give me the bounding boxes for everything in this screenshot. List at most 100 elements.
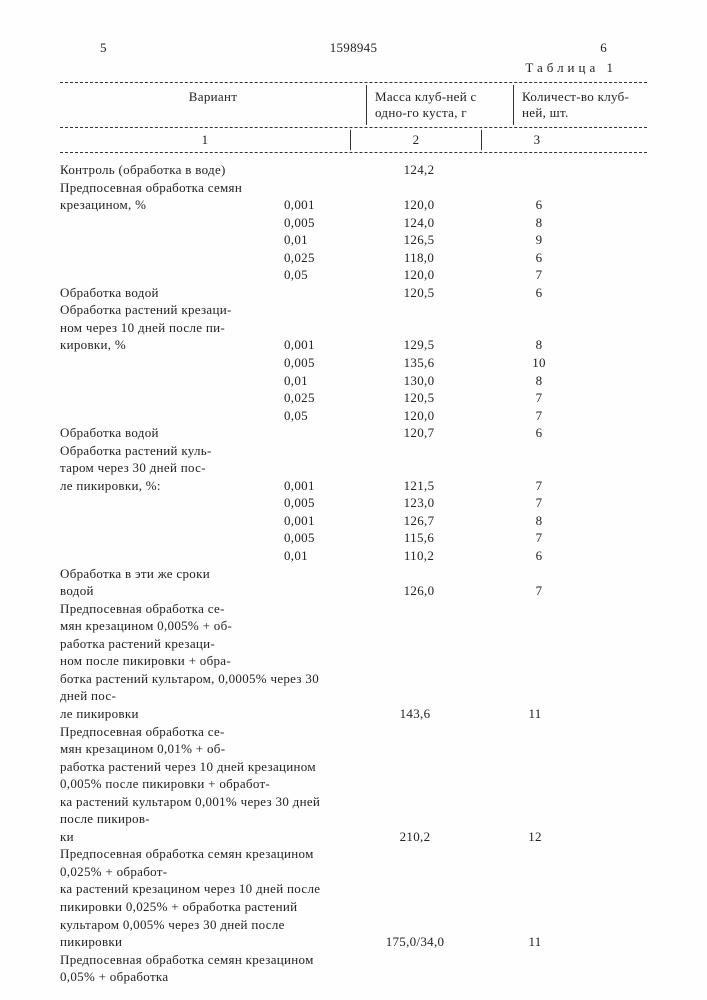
cell-desc — [60, 354, 284, 372]
table-caption: Таблица 1 — [60, 60, 617, 76]
cell-conc: 0,01 — [284, 231, 354, 249]
table-row: 0,05120,07 — [60, 407, 647, 425]
cell-conc: 0,025 — [284, 249, 354, 267]
cell-mass — [354, 179, 484, 197]
cell-qty — [484, 301, 594, 319]
cell-mass: 121,5 — [354, 477, 484, 495]
cell-desc — [60, 249, 284, 267]
cell-conc: 0,005 — [284, 494, 354, 512]
table-row: крезацином, %0,001120,06 — [60, 196, 647, 214]
cell-desc: ном через 10 дней после пи- — [60, 319, 284, 337]
table-row: 0,025118,06 — [60, 249, 647, 267]
cell-mass — [354, 442, 484, 460]
table-row: ном через 10 дней после пи- — [60, 319, 647, 337]
table-row: Предпосевная обработка се-мян крезацином… — [60, 723, 647, 846]
cell-qty — [480, 951, 590, 986]
cell-desc: Предпосевная обработка се-мян крезацином… — [60, 723, 350, 846]
cell-mass: 110,2 — [354, 547, 484, 565]
cell-mass — [354, 565, 484, 583]
table-row: Предпосевная обработка семян крезацином … — [60, 951, 647, 986]
cell-qty — [484, 319, 594, 337]
cell-conc: 0,01 — [284, 547, 354, 565]
cell-desc — [60, 372, 284, 390]
cell-desc — [60, 389, 284, 407]
cell-qty: 7 — [484, 477, 594, 495]
table-row: Обработка водой120,76 — [60, 424, 647, 442]
colnum-2: 2 — [351, 130, 482, 150]
cell-conc: 0,001 — [284, 477, 354, 495]
cell-conc — [284, 424, 354, 442]
table-row: 0,01126,59 — [60, 231, 647, 249]
colnum-3: 3 — [482, 130, 592, 150]
cell-conc — [284, 301, 354, 319]
cell-qty: 9 — [484, 231, 594, 249]
cell-conc: 0,005 — [284, 214, 354, 232]
cell-desc — [60, 547, 284, 565]
cell-conc: 0,001 — [284, 196, 354, 214]
cell-qty: 7 — [484, 407, 594, 425]
cell-qty: 11 — [480, 600, 590, 723]
cell-mass: 143,6 — [350, 600, 480, 723]
cell-conc — [284, 442, 354, 460]
cell-qty: 6 — [484, 284, 594, 302]
cell-qty: 6 — [484, 424, 594, 442]
cell-mass: 120,7 — [354, 424, 484, 442]
colnum-1: 1 — [60, 130, 351, 150]
table-row: Обработка в эти же сроки — [60, 565, 647, 583]
cell-conc — [284, 319, 354, 337]
cell-conc: 0,005 — [284, 529, 354, 547]
cell-conc — [284, 582, 354, 600]
cell-desc: крезацином, % — [60, 196, 284, 214]
table-row: 0,005123,07 — [60, 494, 647, 512]
table-row: таром через 30 дней пос- — [60, 459, 647, 477]
cell-mass: 124,2 — [354, 161, 484, 179]
table-row: ле пикировки, %:0,001121,57 — [60, 477, 647, 495]
cell-qty: 8 — [484, 336, 594, 354]
cell-mass: 118,0 — [354, 249, 484, 267]
cell-qty: 7 — [484, 529, 594, 547]
cell-mass: 175,0/34,0 — [350, 845, 480, 950]
cell-mass: 135,6 — [354, 354, 484, 372]
cell-conc — [284, 459, 354, 477]
cell-desc — [60, 231, 284, 249]
cell-mass — [350, 951, 480, 986]
cell-mass: 129,5 — [354, 336, 484, 354]
cell-qty: 8 — [484, 214, 594, 232]
cell-qty: 6 — [484, 249, 594, 267]
table-row: 0,005135,610 — [60, 354, 647, 372]
cell-qty — [484, 459, 594, 477]
cell-qty — [484, 161, 594, 179]
cell-desc: Предпосевная обработка семян — [60, 179, 284, 197]
cell-desc — [60, 407, 284, 425]
cell-desc: Предпосевная обработка семян крезацином … — [60, 951, 350, 986]
cell-mass: 210,2 — [350, 723, 480, 846]
cell-qty: 7 — [484, 389, 594, 407]
cell-mass — [354, 459, 484, 477]
table-row: Предпосевная обработка се-мян крезацином… — [60, 600, 647, 723]
table-row: 0,01130,08 — [60, 372, 647, 390]
cell-qty: 6 — [484, 547, 594, 565]
table-row: Обработка растений куль- — [60, 442, 647, 460]
cell-desc: Обработка растений крезаци- — [60, 301, 284, 319]
divider — [60, 127, 647, 128]
cell-conc — [284, 284, 354, 302]
cell-qty: 11 — [480, 845, 590, 950]
table-row: 0,001126,78 — [60, 512, 647, 530]
page-right-num: 6 — [600, 40, 607, 56]
cell-desc — [60, 266, 284, 284]
header-col-variant: Вариант — [60, 85, 367, 125]
cell-conc — [284, 179, 354, 197]
cell-mass: 126,7 — [354, 512, 484, 530]
cell-conc: 0,001 — [284, 336, 354, 354]
cell-mass — [354, 319, 484, 337]
table-row: Предпосевная обработка семян — [60, 179, 647, 197]
cell-conc — [284, 161, 354, 179]
table-row: кировки, %0,001129,58 — [60, 336, 647, 354]
cell-desc: таром через 30 дней пос- — [60, 459, 284, 477]
cell-mass: 115,6 — [354, 529, 484, 547]
table-row: 0,005115,67 — [60, 529, 647, 547]
table-row: 0,025120,57 — [60, 389, 647, 407]
cell-mass: 126,5 — [354, 231, 484, 249]
table-body: Контроль (обработка в воде)124,2Предпосе… — [60, 161, 647, 600]
table-row: Контроль (обработка в воде)124,2 — [60, 161, 647, 179]
